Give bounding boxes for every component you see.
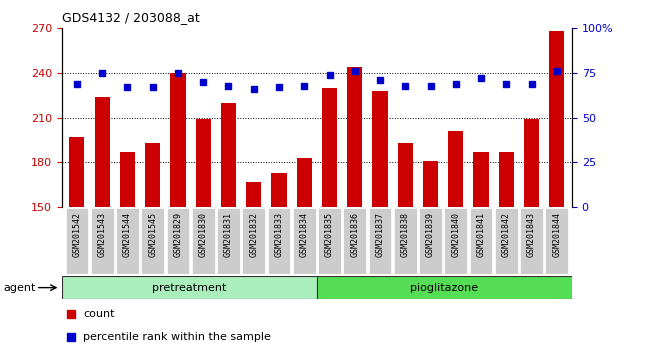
- Text: GSM201830: GSM201830: [199, 212, 208, 257]
- Bar: [347, 67, 362, 207]
- FancyBboxPatch shape: [520, 209, 543, 274]
- Text: agent: agent: [3, 282, 36, 293]
- Text: GSM201545: GSM201545: [148, 212, 157, 257]
- FancyBboxPatch shape: [66, 209, 88, 274]
- Text: GSM201840: GSM201840: [451, 212, 460, 257]
- FancyBboxPatch shape: [192, 209, 215, 274]
- Bar: [120, 152, 135, 207]
- Text: GSM201843: GSM201843: [527, 212, 536, 257]
- FancyBboxPatch shape: [445, 209, 467, 274]
- Bar: [272, 173, 287, 207]
- Bar: [246, 182, 261, 207]
- FancyBboxPatch shape: [268, 209, 291, 274]
- Bar: [423, 161, 438, 207]
- Text: GSM201836: GSM201836: [350, 212, 359, 257]
- Bar: [499, 152, 514, 207]
- Text: pretreatment: pretreatment: [152, 282, 226, 293]
- FancyBboxPatch shape: [242, 209, 265, 274]
- Text: GSM201839: GSM201839: [426, 212, 435, 257]
- FancyBboxPatch shape: [62, 276, 317, 299]
- Bar: [196, 119, 211, 207]
- Text: GSM201838: GSM201838: [401, 212, 410, 257]
- FancyBboxPatch shape: [369, 209, 391, 274]
- Text: GSM201833: GSM201833: [274, 212, 283, 257]
- FancyBboxPatch shape: [217, 209, 240, 274]
- FancyBboxPatch shape: [394, 209, 417, 274]
- FancyBboxPatch shape: [293, 209, 316, 274]
- FancyBboxPatch shape: [495, 209, 517, 274]
- Text: GSM201842: GSM201842: [502, 212, 511, 257]
- Bar: [95, 97, 110, 207]
- Text: GSM201543: GSM201543: [98, 212, 107, 257]
- FancyBboxPatch shape: [470, 209, 493, 274]
- Bar: [473, 152, 489, 207]
- Text: GSM201841: GSM201841: [476, 212, 486, 257]
- FancyBboxPatch shape: [317, 276, 572, 299]
- Text: GSM201831: GSM201831: [224, 212, 233, 257]
- Text: GSM201832: GSM201832: [249, 212, 258, 257]
- FancyBboxPatch shape: [419, 209, 442, 274]
- Text: GSM201844: GSM201844: [552, 212, 562, 257]
- Bar: [170, 73, 185, 207]
- Text: GSM201835: GSM201835: [325, 212, 334, 257]
- Text: GSM201829: GSM201829: [174, 212, 183, 257]
- FancyBboxPatch shape: [318, 209, 341, 274]
- Text: count: count: [83, 309, 114, 319]
- Bar: [372, 91, 387, 207]
- FancyBboxPatch shape: [545, 209, 568, 274]
- Bar: [398, 143, 413, 207]
- Bar: [448, 131, 463, 207]
- FancyBboxPatch shape: [116, 209, 139, 274]
- Text: pioglitazone: pioglitazone: [410, 282, 478, 293]
- FancyBboxPatch shape: [91, 209, 114, 274]
- FancyBboxPatch shape: [166, 209, 189, 274]
- Text: GSM201834: GSM201834: [300, 212, 309, 257]
- Text: percentile rank within the sample: percentile rank within the sample: [83, 332, 271, 342]
- Bar: [322, 88, 337, 207]
- Text: GSM201544: GSM201544: [123, 212, 132, 257]
- Text: GDS4132 / 203088_at: GDS4132 / 203088_at: [62, 11, 200, 24]
- Bar: [549, 31, 564, 207]
- Bar: [221, 103, 236, 207]
- Bar: [296, 158, 312, 207]
- Bar: [70, 137, 84, 207]
- Text: GSM201837: GSM201837: [376, 212, 385, 257]
- Bar: [524, 119, 539, 207]
- Text: GSM201542: GSM201542: [72, 212, 81, 257]
- FancyBboxPatch shape: [343, 209, 366, 274]
- Bar: [145, 143, 161, 207]
- FancyBboxPatch shape: [141, 209, 164, 274]
